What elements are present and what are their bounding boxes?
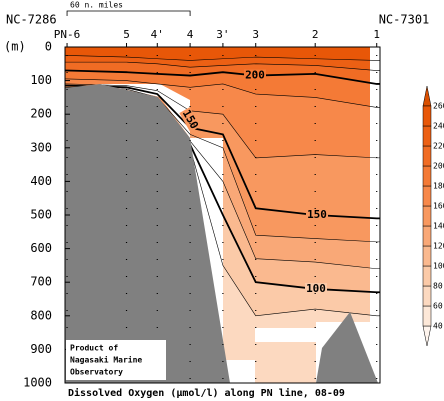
contour-line (65, 78, 380, 108)
colorbar-segment (422, 265, 432, 287)
section-end-east: NC-7301 (379, 13, 430, 27)
colorbar-segment (422, 145, 432, 167)
y-tick-label: 300 (30, 140, 52, 154)
colorbar-tick-label: 260 (433, 102, 444, 111)
station-label: PN-6 (54, 28, 81, 41)
station-label: 3 (252, 28, 259, 41)
scale-bar (66, 10, 191, 16)
contour-label-group: 150 (306, 208, 328, 222)
y-tick-label: 400 (30, 174, 52, 188)
contour-label-bg (306, 209, 328, 222)
station-label: 3' (216, 28, 229, 41)
y-tick-label: 600 (30, 241, 52, 255)
station-label: 5 (123, 28, 130, 41)
colorbar-tick-label: 240 (433, 122, 444, 131)
colorbar-tick-label: 200 (433, 162, 444, 171)
colorbar-tick-label: 220 (433, 142, 444, 151)
contour-label-bg (179, 107, 201, 133)
station-label: 2 (312, 28, 319, 41)
contour-label: 200 (245, 68, 265, 81)
scale-bar-label: 60 n. miles (70, 1, 123, 10)
colorbar-segment (422, 285, 432, 307)
y-tick-label: 0 (45, 40, 52, 54)
contour-line (65, 69, 380, 85)
bottom-topography (65, 84, 378, 383)
colorbar-segment (422, 105, 432, 127)
station-label: 1 (373, 28, 380, 41)
colorbar-tick-label: 140 (433, 222, 444, 231)
y-unit: (m) (4, 40, 26, 54)
colorbar-segment (422, 225, 432, 247)
caption: Dissolved Oxygen (μmol/l) along PN line,… (68, 387, 345, 399)
credit-line: Product of (70, 344, 118, 353)
colorbar-tick-label: 180 (433, 182, 444, 191)
colorbar-end (422, 85, 432, 107)
y-tick-label: 500 (30, 208, 52, 222)
colorbar-segment (422, 245, 432, 267)
y-tick-label: 900 (30, 342, 52, 356)
station-label: 4 (187, 28, 194, 41)
colorbar-segment (422, 185, 432, 207)
contour-line (65, 55, 380, 61)
colorbar-tick-label: 100 (433, 262, 444, 271)
colorbar-segment (422, 305, 432, 327)
contour-label-group: 100 (305, 282, 327, 295)
contour-label-group: 200 (244, 68, 266, 82)
contour-label: 100 (306, 282, 326, 295)
contour-label-bg (305, 282, 327, 295)
y-tick-label: 700 (30, 275, 52, 289)
colorbar-segment (422, 125, 432, 147)
colorbar-tick-label: 80 (433, 282, 443, 291)
colorbar-segment (422, 205, 432, 227)
contour-label-bg (244, 69, 266, 82)
colorbar-tick-label: 160 (433, 202, 444, 211)
y-tick-label: 200 (30, 107, 52, 121)
station-label: 4' (151, 28, 164, 41)
colorbar-tick-label: 120 (433, 242, 444, 251)
credit-line: Nagasaki Marine (70, 355, 142, 365)
credit-line: Observatory (70, 368, 123, 377)
contour-line (65, 61, 380, 71)
credit-box (66, 340, 166, 380)
colorbar-end (422, 325, 432, 347)
section-end-west: NC-7286 (6, 13, 57, 27)
contour-label: 150 (307, 208, 327, 221)
colorbar-tick-label: 60 (433, 302, 443, 311)
y-tick-label: 800 (30, 308, 52, 322)
colorbar-tick-label: 40 (433, 322, 443, 331)
colorbar-segment (422, 165, 432, 187)
plot-frame (64, 46, 381, 384)
y-tick-label: 1000 (23, 376, 52, 390)
y-tick-label: 100 (30, 73, 52, 87)
